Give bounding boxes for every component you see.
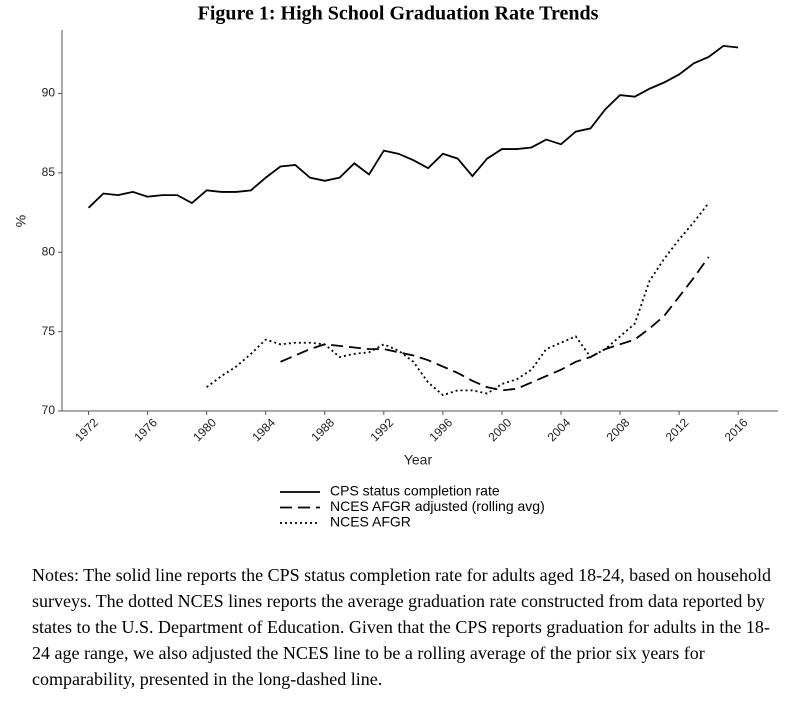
series-line [206, 202, 710, 397]
x-tick-label: 2004 [545, 415, 574, 444]
chart: Figure 1: High School Graduation Rate Tr… [13, 3, 778, 530]
y-tick-label: 90 [42, 86, 56, 100]
x-tick-label: 2016 [722, 415, 751, 444]
x-tick-label: 1980 [190, 415, 219, 444]
x-tick-label: 2008 [604, 415, 633, 444]
legend-label: CPS status completion rate [330, 483, 500, 499]
legend-label: NCES AFGR [330, 514, 411, 530]
x-tick-label: 1984 [249, 415, 278, 444]
x-tick-label: 2012 [663, 415, 692, 444]
x-tick-label: 1988 [308, 415, 337, 444]
y-axis-label: % [13, 215, 29, 227]
x-tick-label: 1972 [72, 415, 101, 444]
y-tick-label: 85 [42, 165, 56, 179]
x-tick-label: 1996 [426, 415, 455, 444]
series-line [87, 44, 739, 209]
x-tick-label: 1976 [131, 415, 160, 444]
y-tick-label: 75 [42, 324, 56, 338]
x-tick-label: 1992 [367, 415, 396, 444]
chart-title: Figure 1: High School Graduation Rate Tr… [198, 3, 599, 25]
series-line [280, 256, 710, 392]
y-tick-label: 80 [42, 244, 56, 258]
notes: Notes: The solid line reports the CPS st… [32, 565, 772, 689]
legend-label: NCES AFGR adjusted (rolling avg) [330, 498, 545, 514]
x-axis-label: Year [404, 452, 433, 468]
y-tick-label: 70 [42, 403, 56, 417]
x-tick-label: 2000 [486, 415, 515, 444]
